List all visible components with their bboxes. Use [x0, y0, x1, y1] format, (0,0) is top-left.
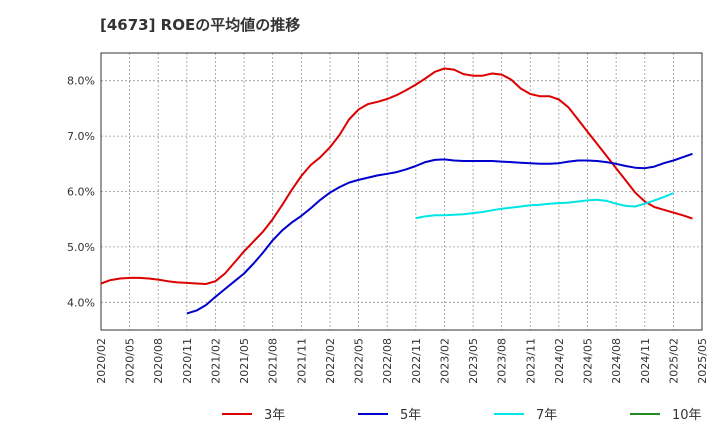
x-tick-label: 2023/02 [438, 338, 451, 384]
x-tick-label: 2021/08 [267, 338, 280, 384]
series-layer [100, 67, 693, 315]
grid-layer [100, 53, 703, 330]
x-tick-label: 2022/02 [324, 338, 337, 384]
x-tick-label: 2023/08 [496, 338, 509, 384]
x-tick-label: 2022/11 [410, 338, 423, 384]
x-tick-label: 2022/08 [381, 338, 394, 384]
x-tick-label: 2021/11 [295, 338, 308, 384]
legend: 3年 5年 7年 10年 [222, 408, 702, 423]
x-tick-label: 2025/02 [667, 338, 680, 384]
x-tick-label: 2025/05 [696, 338, 709, 384]
x-tick-label: 2020/05 [124, 338, 137, 384]
x-tick-label: 2024/02 [553, 338, 566, 384]
series-line-3年 [100, 67, 693, 285]
y-axis-labels: 4.0% 5.0% 6.0% 7.0% 8.0% [67, 75, 95, 310]
legend-label: 3年 [264, 408, 285, 423]
x-tick-label: 2023/11 [524, 338, 537, 384]
x-tick-label: 2023/05 [467, 338, 480, 384]
x-tick-label: 2022/05 [353, 338, 366, 384]
plot-frame [100, 52, 703, 331]
x-tick-label: 2024/08 [610, 338, 623, 384]
legend-label: 5年 [400, 408, 421, 423]
plot-border [100, 52, 703, 331]
y-tick-label: 5.0% [67, 241, 95, 254]
chart-title: [4673] ROEの平均値の推移 [100, 16, 301, 34]
x-axis-labels: 2020/02 2020/05 2020/08 2020/11 2021/02 2021/… [95, 338, 709, 384]
y-tick-label: 8.0% [67, 75, 95, 88]
x-tick-label: 2020/08 [152, 338, 165, 384]
x-tick-label: 2024/11 [639, 338, 652, 384]
series-line-7年 [415, 192, 674, 220]
y-tick-label: 7.0% [67, 130, 95, 143]
x-tick-label: 2024/05 [582, 338, 595, 384]
x-tick-label: 2020/02 [95, 338, 108, 384]
x-tick-label: 2021/05 [238, 338, 251, 384]
legend-label: 7年 [536, 408, 557, 423]
y-tick-label: 4.0% [67, 296, 95, 309]
x-tick-label: 2021/02 [209, 338, 222, 384]
series-line-5年 [186, 152, 693, 315]
x-tick-label: 2020/11 [181, 338, 194, 384]
y-tick-label: 6.0% [67, 186, 95, 199]
legend-label: 10年 [672, 408, 702, 423]
